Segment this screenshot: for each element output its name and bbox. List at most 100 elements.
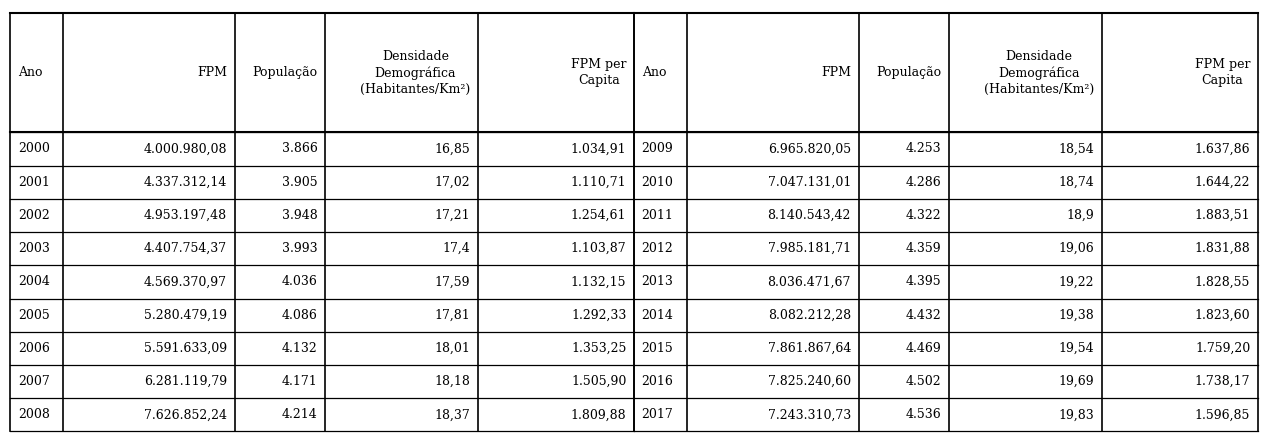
Text: 5.280.479,19: 5.280.479,19 bbox=[145, 309, 227, 321]
Text: 2005: 2005 bbox=[18, 309, 49, 321]
Text: 2000: 2000 bbox=[18, 142, 49, 155]
Text: 18,9: 18,9 bbox=[1066, 209, 1094, 222]
Text: 19,06: 19,06 bbox=[1059, 242, 1094, 255]
Text: 1.823,60: 1.823,60 bbox=[1194, 309, 1250, 321]
Text: 4.432: 4.432 bbox=[905, 309, 941, 321]
Text: 1.883,51: 1.883,51 bbox=[1194, 209, 1250, 222]
Text: 2014: 2014 bbox=[642, 309, 673, 321]
Text: 2003: 2003 bbox=[18, 242, 49, 255]
Text: 4.569.370,97: 4.569.370,97 bbox=[145, 276, 227, 288]
Text: 1.505,90: 1.505,90 bbox=[571, 375, 626, 388]
Text: 19,38: 19,38 bbox=[1059, 309, 1094, 321]
Text: 8.082.212,28: 8.082.212,28 bbox=[768, 309, 851, 321]
Text: 17,02: 17,02 bbox=[435, 176, 470, 189]
Text: 2009: 2009 bbox=[642, 142, 673, 155]
Text: FPM per
Capita: FPM per Capita bbox=[1194, 58, 1250, 87]
Text: 18,74: 18,74 bbox=[1059, 176, 1094, 189]
Text: Ano: Ano bbox=[642, 66, 666, 79]
Text: 1.353,25: 1.353,25 bbox=[571, 342, 626, 355]
Text: 3.948: 3.948 bbox=[281, 209, 317, 222]
Text: 4.000.980,08: 4.000.980,08 bbox=[143, 142, 227, 155]
Text: 7.626.852,24: 7.626.852,24 bbox=[145, 408, 227, 421]
Text: População: População bbox=[252, 66, 317, 79]
Text: 4.286: 4.286 bbox=[905, 176, 941, 189]
Text: 4.395: 4.395 bbox=[905, 276, 941, 288]
Text: 6.281.119,79: 6.281.119,79 bbox=[145, 375, 227, 388]
Text: 4.214: 4.214 bbox=[281, 408, 317, 421]
Text: 4.469: 4.469 bbox=[905, 342, 941, 355]
Text: 2011: 2011 bbox=[642, 209, 673, 222]
Text: 17,4: 17,4 bbox=[443, 242, 470, 255]
Text: 2008: 2008 bbox=[18, 408, 49, 421]
Text: 7.985.181,71: 7.985.181,71 bbox=[768, 242, 851, 255]
Text: 7.047.131,01: 7.047.131,01 bbox=[767, 176, 851, 189]
Text: 1.596,85: 1.596,85 bbox=[1194, 408, 1250, 421]
Text: 7.861.867,64: 7.861.867,64 bbox=[767, 342, 851, 355]
Text: 1.759,20: 1.759,20 bbox=[1194, 342, 1250, 355]
Text: 2001: 2001 bbox=[18, 176, 49, 189]
Text: 1.809,88: 1.809,88 bbox=[571, 408, 626, 421]
Text: 4.036: 4.036 bbox=[281, 276, 317, 288]
Text: 2010: 2010 bbox=[642, 176, 673, 189]
Text: 1.103,87: 1.103,87 bbox=[571, 242, 626, 255]
Text: 4.359: 4.359 bbox=[905, 242, 941, 255]
Text: 2015: 2015 bbox=[642, 342, 673, 355]
Text: FPM per
Capita: FPM per Capita bbox=[571, 58, 626, 87]
Text: 4.502: 4.502 bbox=[905, 375, 941, 388]
Text: 17,59: 17,59 bbox=[435, 276, 470, 288]
Text: 19,69: 19,69 bbox=[1059, 375, 1094, 388]
Text: 4.337.312,14: 4.337.312,14 bbox=[143, 176, 227, 189]
Text: 19,83: 19,83 bbox=[1059, 408, 1094, 421]
Text: 16,85: 16,85 bbox=[435, 142, 470, 155]
Text: 4.086: 4.086 bbox=[281, 309, 317, 321]
Text: 1.254,61: 1.254,61 bbox=[571, 209, 626, 222]
Text: 1.110,71: 1.110,71 bbox=[571, 176, 626, 189]
Text: 1.644,22: 1.644,22 bbox=[1194, 176, 1250, 189]
Text: 8.036.471,67: 8.036.471,67 bbox=[767, 276, 851, 288]
Text: 4.132: 4.132 bbox=[281, 342, 317, 355]
Text: 7.825.240,60: 7.825.240,60 bbox=[768, 375, 851, 388]
Text: 18,54: 18,54 bbox=[1059, 142, 1094, 155]
Text: 4.953.197,48: 4.953.197,48 bbox=[145, 209, 227, 222]
Text: 17,81: 17,81 bbox=[435, 309, 470, 321]
Text: 2004: 2004 bbox=[18, 276, 49, 288]
Text: 1.637,86: 1.637,86 bbox=[1194, 142, 1250, 155]
Text: 6.965.820,05: 6.965.820,05 bbox=[768, 142, 851, 155]
Text: 3.866: 3.866 bbox=[281, 142, 317, 155]
Text: 4.253: 4.253 bbox=[905, 142, 941, 155]
Text: 2012: 2012 bbox=[642, 242, 673, 255]
Text: FPM: FPM bbox=[197, 66, 227, 79]
Text: 8.140.543,42: 8.140.543,42 bbox=[767, 209, 851, 222]
Text: 2017: 2017 bbox=[642, 408, 673, 421]
Text: Ano: Ano bbox=[18, 66, 42, 79]
Text: Densidade
Demográfica
(Habitantes/Km²): Densidade Demográfica (Habitantes/Km²) bbox=[984, 50, 1094, 95]
Text: 2006: 2006 bbox=[18, 342, 49, 355]
Text: 17,21: 17,21 bbox=[435, 209, 470, 222]
Text: 1.292,33: 1.292,33 bbox=[571, 309, 626, 321]
Text: 1.831,88: 1.831,88 bbox=[1194, 242, 1250, 255]
Text: 1.132,15: 1.132,15 bbox=[571, 276, 626, 288]
Text: 3.905: 3.905 bbox=[281, 176, 317, 189]
Text: 7.243.310,73: 7.243.310,73 bbox=[767, 408, 851, 421]
Text: População: População bbox=[876, 66, 941, 79]
Text: 19,22: 19,22 bbox=[1059, 276, 1094, 288]
Text: 5.591.633,09: 5.591.633,09 bbox=[145, 342, 227, 355]
Text: 19,54: 19,54 bbox=[1059, 342, 1094, 355]
Text: 18,01: 18,01 bbox=[435, 342, 470, 355]
Text: 3.993: 3.993 bbox=[281, 242, 317, 255]
Text: 18,37: 18,37 bbox=[435, 408, 470, 421]
Text: 4.536: 4.536 bbox=[905, 408, 941, 421]
Text: 2002: 2002 bbox=[18, 209, 49, 222]
Text: 1.738,17: 1.738,17 bbox=[1194, 375, 1250, 388]
Text: 4.407.754,37: 4.407.754,37 bbox=[145, 242, 227, 255]
Text: 2007: 2007 bbox=[18, 375, 49, 388]
Text: 1.828,55: 1.828,55 bbox=[1194, 276, 1250, 288]
Text: 2016: 2016 bbox=[642, 375, 673, 388]
Text: 18,18: 18,18 bbox=[435, 375, 470, 388]
Text: Densidade
Demográfica
(Habitantes/Km²): Densidade Demográfica (Habitantes/Km²) bbox=[360, 50, 470, 95]
Text: 2013: 2013 bbox=[642, 276, 673, 288]
Text: FPM: FPM bbox=[820, 66, 851, 79]
Text: 4.171: 4.171 bbox=[281, 375, 317, 388]
Text: 4.322: 4.322 bbox=[905, 209, 941, 222]
Text: 1.034,91: 1.034,91 bbox=[571, 142, 626, 155]
